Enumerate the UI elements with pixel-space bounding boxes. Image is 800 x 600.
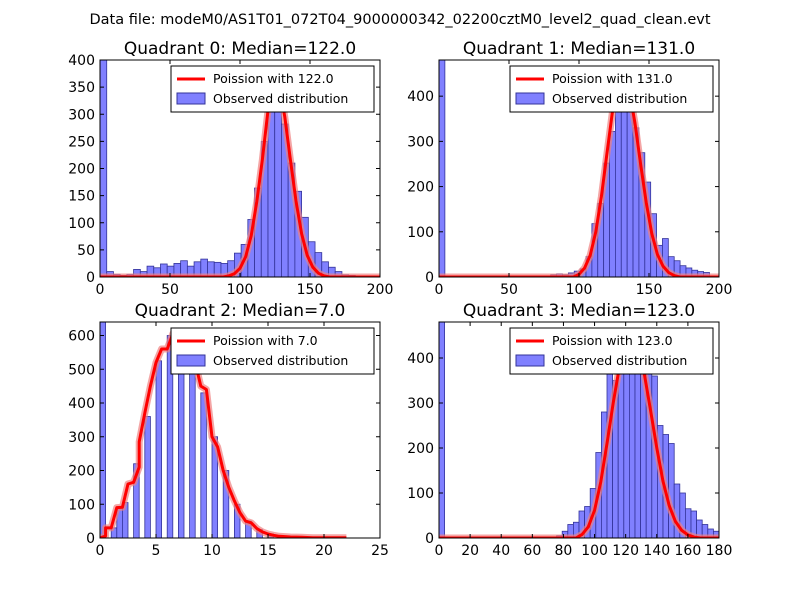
x-tick-label: 20: [315, 543, 333, 559]
histogram-bar: [274, 89, 282, 277]
panel-quadrant-2: 0 5 10 15 20 25 0 100 200 300 400 500 600 Quadrant 2:…: [68, 301, 389, 559]
x-tick-label: 60: [523, 543, 541, 559]
x-tick-label: 200: [706, 282, 733, 298]
legend-label-observed: Observed distribution: [213, 91, 348, 106]
legend-label-observed: Observed distribution: [552, 353, 687, 368]
x-tick-label: 50: [161, 282, 179, 298]
panel-title: Quadrant 3: Median=123.0: [463, 301, 695, 321]
x-tick-label: 0: [435, 282, 444, 298]
panel-quadrant-1: 0 50 100 150 200 0 100 200 300 400 Quadrant 1: Med…: [407, 39, 732, 298]
y-tick-label: 200: [407, 441, 434, 457]
histogram-bar: [267, 109, 276, 277]
x-tick-label: 140: [643, 543, 670, 559]
histogram-bar: [100, 322, 106, 538]
x-tick-label: 20: [461, 543, 479, 559]
y-tick-label: 350: [68, 80, 95, 96]
legend-label-poisson: Poission with 123.0: [552, 333, 673, 348]
y-tick-label: 400: [407, 351, 434, 367]
legend-label-poisson: Poission with 131.0: [552, 71, 673, 86]
x-tick-label: 5: [152, 543, 161, 559]
histogram-bar: [439, 60, 446, 277]
x-tick-label: 150: [636, 282, 663, 298]
y-tick-label: 0: [425, 531, 434, 547]
legend-bar-swatch: [515, 354, 545, 367]
histogram-bar: [155, 360, 162, 538]
x-tick-label: 160: [675, 543, 702, 559]
x-tick-label: 0: [435, 543, 444, 559]
y-tick-label: 200: [68, 464, 95, 480]
x-tick-label: 25: [371, 543, 389, 559]
y-tick-label: 300: [407, 134, 434, 150]
histogram-bar: [144, 416, 151, 538]
x-tick-label: 120: [612, 543, 639, 559]
x-tick-label: 40: [492, 543, 510, 559]
panels: 0 50 100 150 200050100150200250300350400Quad…: [68, 39, 732, 559]
panel-title: Quadrant 1: Median=131.0: [463, 39, 695, 59]
x-tick-label: 200: [367, 282, 394, 298]
legend: Poission with 123.0 Observed distribution: [509, 327, 714, 375]
histogram-bar: [189, 360, 196, 538]
legend-bar-swatch: [176, 354, 206, 367]
y-tick-label: 100: [68, 497, 95, 513]
y-tick-label: 50: [77, 243, 95, 259]
y-tick-label: 100: [68, 216, 95, 232]
y-tick-label: 150: [68, 189, 95, 205]
legend-label-observed: Observed distribution: [213, 353, 348, 368]
x-tick-label: 0: [96, 282, 105, 298]
y-tick-label: 400: [407, 89, 434, 105]
y-tick-label: 100: [407, 225, 434, 241]
legend: Poission with 7.0 Observed distribution: [170, 327, 375, 375]
histogram-bar: [439, 322, 445, 538]
histogram-bar: [615, 84, 622, 277]
panel-quadrant-0: 0 50 100 150 200 0 50 100 150 200 250 300 350 400 Quad…: [68, 39, 393, 298]
histogram-bar: [200, 392, 207, 538]
x-tick-label: 10: [203, 543, 221, 559]
legend-label-poisson: Poission with 7.0: [213, 333, 318, 348]
y-tick-label: 0: [86, 270, 95, 286]
x-tick-label: 100: [566, 282, 593, 298]
y-tick-label: 600: [68, 329, 95, 345]
x-tick-label: 150: [297, 282, 324, 298]
y-tick-label: 400: [68, 53, 95, 69]
y-tick-label: 200: [407, 180, 434, 196]
x-tick-label: 0: [96, 543, 105, 559]
legend-label-poisson: Poission with 122.0: [213, 71, 334, 86]
y-tick-label: 300: [68, 107, 95, 123]
histogram-bar: [634, 348, 641, 538]
y-tick-label: 100: [407, 486, 434, 502]
legend-bar-swatch: [176, 92, 206, 105]
axes-frame: [438, 321, 720, 539]
panel-title: Quadrant 0: Median=122.0: [124, 39, 356, 59]
y-tick-label: 500: [68, 362, 95, 378]
legend-bar-swatch: [515, 92, 545, 105]
panel-title: Quadrant 2: Median=7.0: [135, 301, 346, 321]
legend: Poission with 122.0 Observed distribution: [170, 65, 375, 113]
y-tick-label: 0: [425, 270, 434, 286]
axes-frame: [99, 321, 381, 539]
y-tick-label: 0: [86, 531, 95, 547]
y-tick-label: 400: [68, 396, 95, 412]
y-tick-label: 300: [407, 396, 434, 412]
y-tick-label: 300: [68, 430, 95, 446]
legend: Poission with 131.0 Observed distribution: [509, 65, 714, 113]
x-tick-label: 100: [227, 282, 254, 298]
legend-label-observed: Observed distribution: [552, 91, 687, 106]
panel-quadrant-3: 0 20 40 60 80 100 120 140 160 1800100200300400Qua…: [407, 301, 732, 559]
x-tick-label: 50: [500, 282, 518, 298]
y-tick-label: 200: [68, 162, 95, 178]
figure-suptitle: Data file: modeM0/AS1T01_072T04_90000003…: [89, 12, 710, 28]
x-tick-label: 180: [706, 543, 733, 559]
x-tick-label: 15: [259, 543, 277, 559]
y-tick-label: 250: [68, 134, 95, 150]
x-tick-label: 80: [555, 543, 573, 559]
x-tick-label: 100: [581, 543, 608, 559]
